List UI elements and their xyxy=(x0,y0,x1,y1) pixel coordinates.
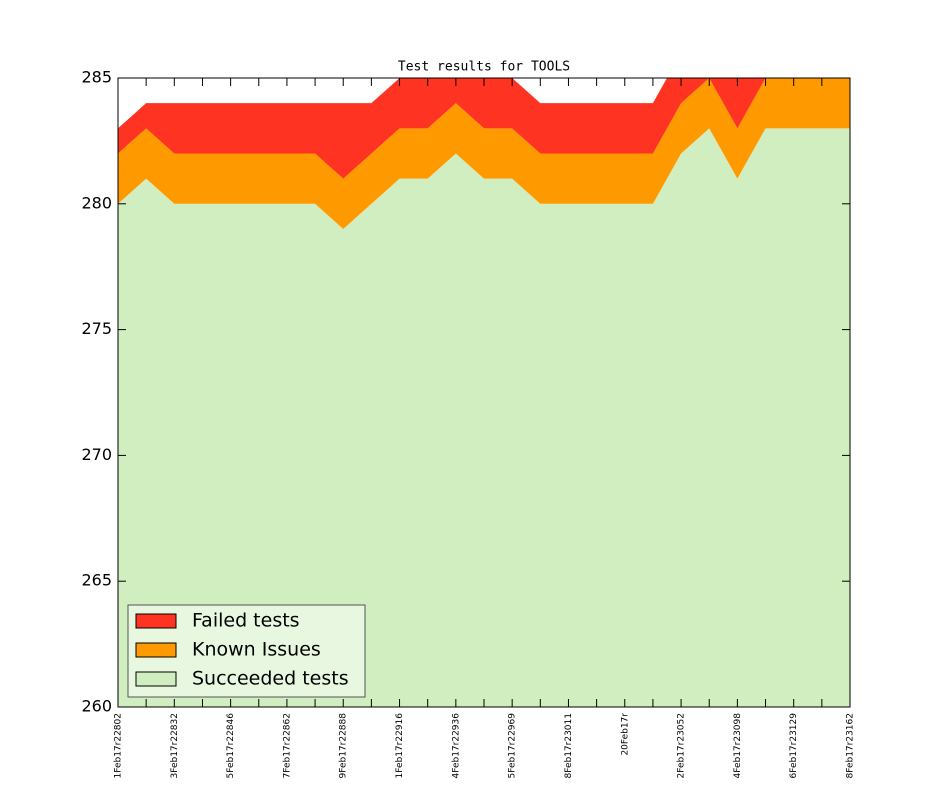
chart-title: Test results for TOOLS xyxy=(398,60,570,75)
legend-label: Succeeded tests xyxy=(192,668,349,690)
legend-label: Known Issues xyxy=(192,639,321,661)
legend-swatch xyxy=(135,671,177,687)
x-tick-label: 1Feb17r22916 xyxy=(395,713,405,779)
x-tick-label: 2Feb17r23052 xyxy=(677,713,687,778)
x-tick-label: 7Feb17r22862 xyxy=(282,713,292,778)
x-tick-label: 5Feb17r22969 xyxy=(508,713,518,779)
legend-swatch xyxy=(135,613,177,629)
x-tick-label: 8Feb17r23162 xyxy=(846,713,856,778)
y-tick-label: 285 xyxy=(81,68,112,87)
x-tick-label: 6Feb17r23129 xyxy=(789,713,799,779)
y-tick-label: 260 xyxy=(81,697,112,716)
x-tick-label: 5Feb17r22846 xyxy=(226,713,236,779)
x-tick-label: 4Feb17r22936 xyxy=(451,713,461,779)
x-tick-label: 8Feb17r23011 xyxy=(564,713,574,778)
x-tick-label: 1Feb17r22802 xyxy=(114,713,124,778)
area xyxy=(118,128,850,707)
x-tick-label: 9Feb17r22888 xyxy=(339,713,349,779)
x-tick-label: 3Feb17r22832 xyxy=(170,713,180,778)
y-tick-label: 270 xyxy=(81,445,112,464)
y-tick-label: 280 xyxy=(81,193,112,212)
y-tick-label: 265 xyxy=(81,571,112,590)
x-tick-label: 20Feb17r xyxy=(620,713,630,756)
area xyxy=(118,78,850,179)
x-tick-label: 4Feb17r23098 xyxy=(733,713,743,779)
legend-label: Failed tests xyxy=(192,610,300,632)
legend-swatch xyxy=(135,642,177,658)
area xyxy=(118,78,850,229)
y-tick-label: 275 xyxy=(81,319,112,338)
